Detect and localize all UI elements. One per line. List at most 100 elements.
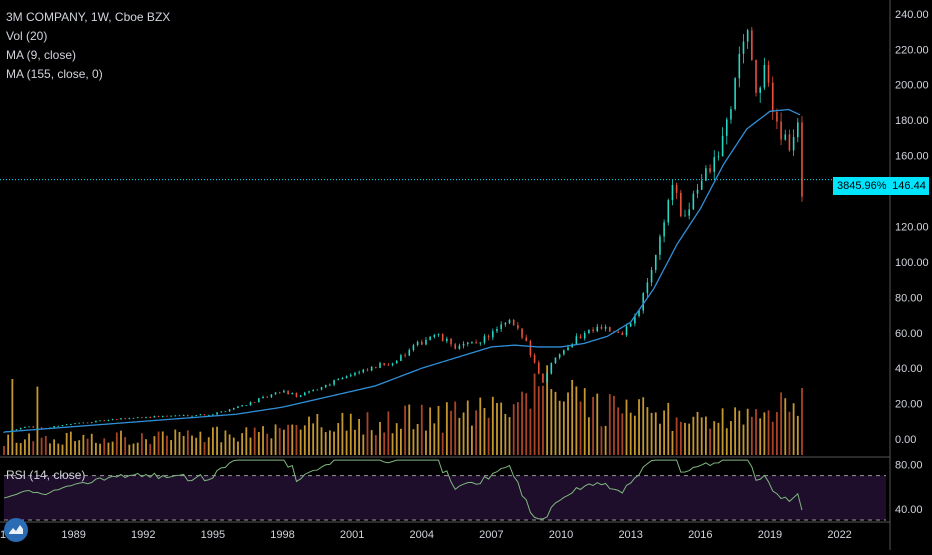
candle-body — [688, 209, 690, 216]
volume-bar — [170, 440, 173, 455]
candle-body — [3, 431, 5, 433]
candle-body — [496, 329, 498, 332]
candle-body — [199, 414, 202, 416]
volume-bar — [767, 410, 770, 455]
legend-ma-fast[interactable]: MA (9, close) — [6, 48, 77, 62]
candle-body — [738, 53, 741, 79]
candle-body — [763, 64, 766, 88]
volume-bar — [445, 402, 448, 455]
candle-body — [395, 360, 398, 364]
volume-bar — [370, 430, 373, 455]
candle-body — [287, 390, 289, 395]
candle-body — [132, 417, 135, 419]
y-tick-label: 80.00 — [895, 292, 923, 304]
volume-bar — [604, 425, 607, 455]
candle-body — [195, 415, 197, 416]
candle-body — [621, 332, 624, 336]
candle-body — [642, 293, 645, 311]
candle-body — [751, 30, 753, 60]
candle-body — [187, 415, 189, 416]
volume-bar — [111, 441, 114, 455]
candle-body — [654, 254, 657, 270]
volume-bar — [349, 413, 352, 455]
volume-bar — [262, 426, 264, 455]
volume-bar — [308, 416, 310, 455]
candle-body — [224, 411, 227, 413]
rsi-tick-label: 80.00 — [895, 460, 923, 472]
candle-body — [801, 122, 803, 197]
candle-body — [308, 391, 310, 393]
volume-bar — [333, 431, 335, 455]
volume-bar — [713, 421, 716, 455]
candle-body — [145, 417, 147, 418]
legend-title[interactable]: 3M COMPANY, 1W, Cboe BZX — [6, 10, 171, 24]
volume-bar — [99, 443, 101, 455]
volume-bar — [78, 440, 81, 455]
candle-body — [466, 342, 469, 344]
candle-body — [646, 282, 649, 294]
candle-body — [19, 427, 22, 430]
volume-bar — [274, 424, 277, 455]
candle-body — [487, 336, 490, 338]
candle-body — [483, 336, 486, 343]
volume-bar — [195, 437, 198, 455]
volume-bar — [441, 432, 444, 455]
volume-bar — [471, 425, 473, 455]
candle-body — [433, 334, 436, 337]
volume-bar — [295, 425, 298, 455]
volume-bar — [525, 393, 528, 455]
volume-bar — [537, 386, 540, 455]
candle-body — [341, 378, 344, 380]
volume-bar — [738, 410, 741, 455]
legend-volume[interactable]: Vol (20) — [6, 29, 48, 43]
volume-bar — [241, 433, 244, 455]
volume-bar — [437, 406, 440, 455]
volume-bar — [558, 400, 561, 455]
volume-bar — [516, 402, 519, 455]
candle-body — [529, 341, 532, 356]
candle-body — [74, 423, 76, 425]
volume-bar — [404, 405, 406, 455]
rsi-legend[interactable]: RSI (14, close) — [6, 468, 86, 482]
volume-bar — [203, 442, 206, 455]
candle-body — [57, 426, 60, 427]
volume-bar — [625, 399, 628, 455]
volume-bar — [299, 429, 302, 455]
candle-body — [116, 419, 118, 420]
candle-body — [120, 418, 122, 420]
candle-body — [725, 119, 728, 136]
candle-body — [638, 310, 640, 317]
volume-bar — [654, 412, 657, 455]
rsi-band — [4, 475, 886, 520]
volume-bar — [395, 423, 398, 455]
volume-bar — [383, 432, 386, 455]
candle-body — [663, 222, 665, 237]
candle-body — [454, 344, 457, 349]
volume-bar — [596, 393, 599, 455]
volume-bar — [621, 413, 624, 455]
candle-body — [391, 363, 394, 365]
legend-ma-slow[interactable]: MA (155, close, 0) — [6, 67, 103, 81]
volume-bar — [508, 417, 511, 455]
volume-bar — [684, 422, 686, 455]
candle-body — [270, 394, 273, 397]
candle-body — [70, 424, 72, 425]
candle-body — [650, 269, 653, 283]
volume-bar — [28, 433, 30, 455]
candle-body — [617, 331, 619, 333]
candle-body — [629, 323, 632, 327]
rsi-tick-label: 40.00 — [895, 504, 923, 516]
tradingview-logo-icon[interactable] — [4, 518, 28, 542]
candle-body — [86, 422, 89, 424]
volume-bar — [354, 429, 356, 455]
candle-body — [558, 354, 561, 358]
x-tick-label: 1995 — [201, 529, 225, 541]
volume-bar — [266, 433, 269, 455]
candle-body — [776, 111, 778, 122]
candle-body — [362, 369, 365, 373]
volume-bar — [199, 431, 202, 455]
volume-bar — [65, 432, 68, 455]
volume-bar — [659, 423, 661, 455]
